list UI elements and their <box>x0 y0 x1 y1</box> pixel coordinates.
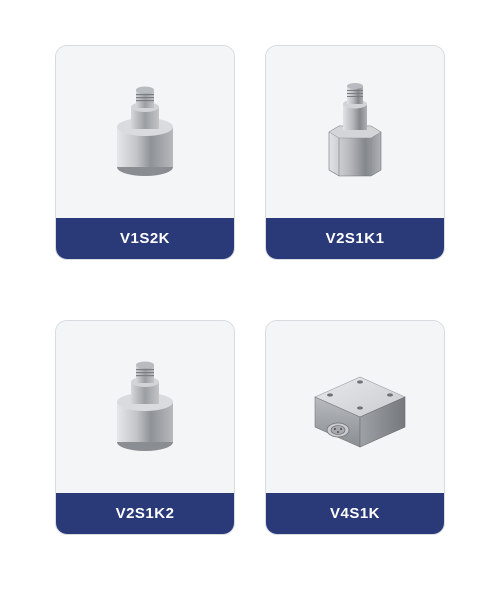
product-image <box>266 321 444 493</box>
sensor-cylindrical-icon <box>95 72 195 192</box>
product-grid: V1S2K <box>55 45 445 535</box>
product-label: V2S1K1 <box>266 218 444 259</box>
product-image <box>266 46 444 218</box>
product-image <box>56 321 234 493</box>
sensor-box-icon <box>290 352 420 462</box>
product-card[interactable]: V1S2K <box>55 45 235 260</box>
product-card[interactable]: V2S1K1 <box>265 45 445 260</box>
sensor-hexagonal-icon <box>305 72 405 192</box>
product-card[interactable]: V2S1K2 <box>55 320 235 535</box>
product-label: V4S1K <box>266 493 444 534</box>
product-image <box>56 46 234 218</box>
product-card[interactable]: V4S1K <box>265 320 445 535</box>
product-label: V2S1K2 <box>56 493 234 534</box>
product-label: V1S2K <box>56 218 234 259</box>
sensor-cylindrical-icon <box>95 347 195 467</box>
